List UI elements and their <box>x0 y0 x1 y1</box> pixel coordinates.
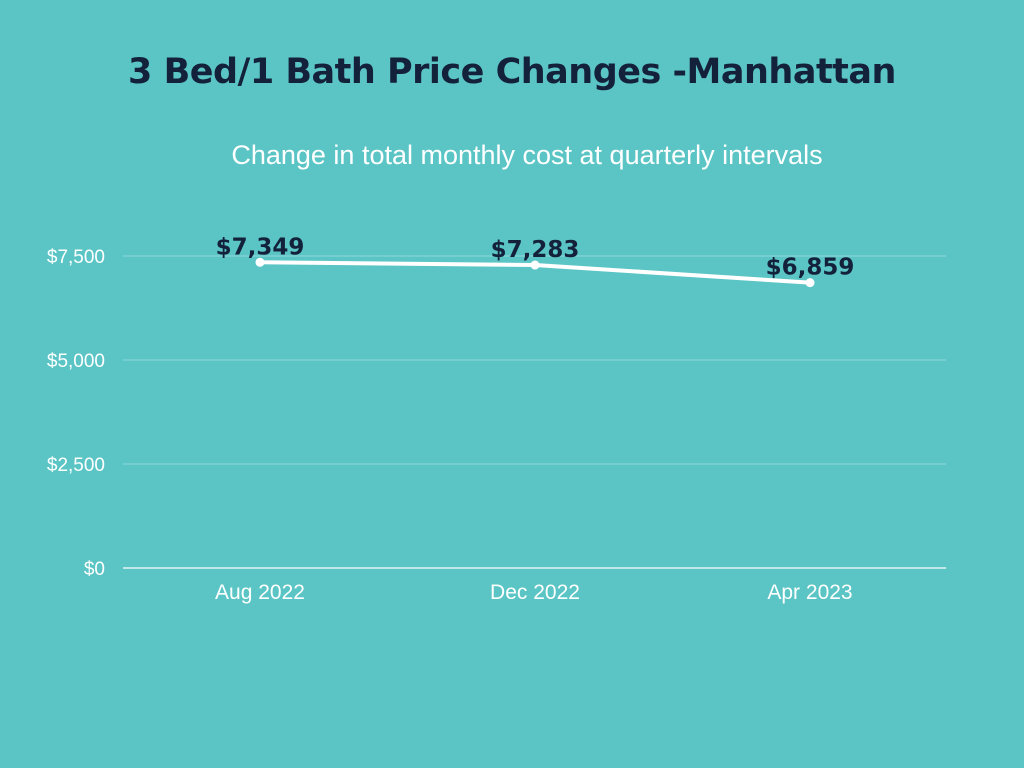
data-label: $6,859 <box>766 255 855 281</box>
y-tick-label: $2,500 <box>47 455 105 476</box>
y-tick-label: $0 <box>84 559 105 580</box>
y-axis-ticks: $0 $2,500 $5,000 $7,500 <box>47 247 105 580</box>
data-label: $7,349 <box>216 234 305 260</box>
x-tick-label: Apr 2023 <box>767 581 852 604</box>
y-tick-label: $5,000 <box>47 351 105 372</box>
x-tick-label: Aug 2022 <box>215 581 305 604</box>
data-point <box>805 278 815 288</box>
chart-title: 3 Bed/1 Bath Price Changes -Manhattan <box>128 52 896 92</box>
data-label: $7,283 <box>491 237 580 263</box>
chart-subtitle: Change in total monthly cost at quarterl… <box>231 140 823 170</box>
data-point <box>530 260 540 270</box>
series-line-group <box>255 257 815 288</box>
y-tick-label: $7,500 <box>47 247 105 268</box>
data-labels: $7,349 $7,283 $6,859 <box>216 234 855 280</box>
grid-lines <box>123 255 946 569</box>
x-axis-ticks: Aug 2022 Dec 2022 Apr 2023 <box>215 581 853 604</box>
data-point <box>255 257 265 267</box>
x-tick-label: Dec 2022 <box>490 581 580 604</box>
